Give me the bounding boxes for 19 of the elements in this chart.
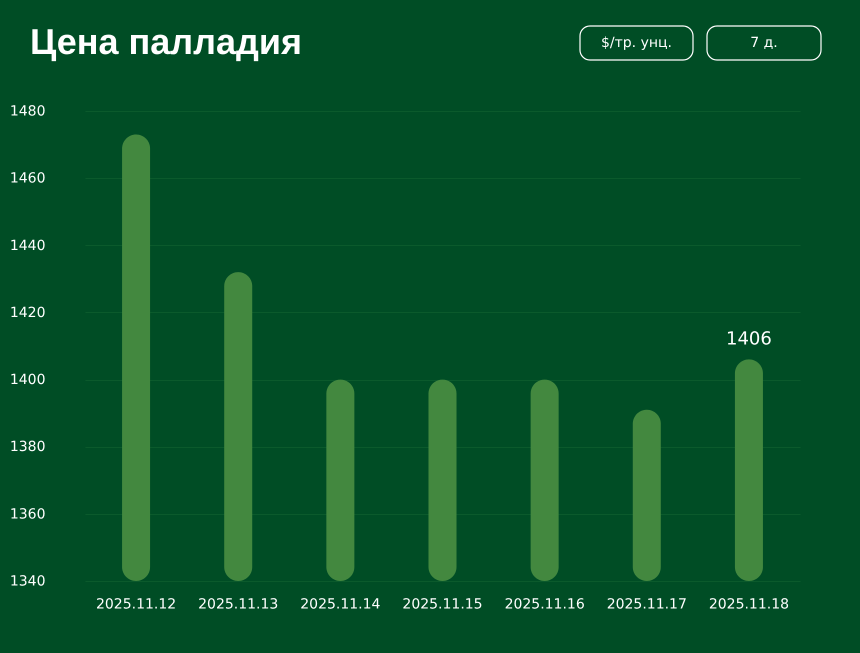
x-tick-label: 2025.11.12 (96, 596, 176, 612)
text: $/тр. унц. (601, 35, 672, 51)
y-tick-label: 1480 (10, 104, 46, 120)
text: 7 д. (750, 35, 778, 51)
x-tick-label: 2025.11.13 (198, 596, 278, 612)
y-tick-label: 1460 (10, 170, 46, 187)
y-tick-label: 1340 (10, 574, 46, 590)
y-tick-label: 1440 (10, 238, 46, 254)
x-tick-label: 2025.11.14 (300, 596, 381, 612)
y-tick-label: 1400 (10, 372, 46, 388)
x-tick-label: 2025.11.15 (402, 596, 483, 612)
x-tick-label: 2025.11.18 (708, 596, 790, 612)
y-tick-label: 1360 (10, 506, 46, 522)
x-tick-label: 2025.11.16 (504, 596, 585, 612)
data-label: 1406 (726, 328, 772, 350)
y-tick-label: 1380 (10, 439, 46, 456)
y-tick-label: 1420 (10, 304, 46, 321)
chart-title: Цена палладия (30, 21, 302, 62)
x-tick-label: 2025.11.17 (606, 596, 687, 612)
